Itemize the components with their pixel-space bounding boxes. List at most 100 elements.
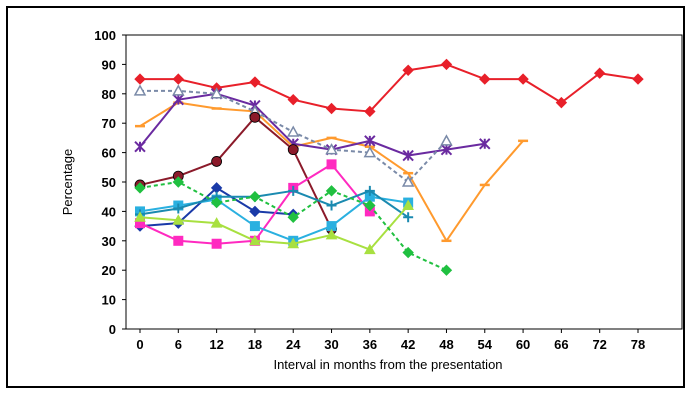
data-point: [632, 73, 644, 85]
data-point: [210, 217, 223, 228]
series-11: [134, 176, 453, 276]
data-point: [325, 143, 338, 155]
data-point: [326, 159, 337, 170]
data-point: [249, 111, 261, 123]
data-point: [325, 185, 338, 197]
series-line: [139, 92, 485, 157]
x-tick-label: 42: [401, 337, 415, 352]
data-point: [287, 237, 300, 249]
y-tick-label: 70: [102, 116, 116, 131]
data-point: [440, 143, 453, 156]
y-tick-label: 80: [102, 87, 116, 102]
data-point: [517, 73, 529, 85]
data-point: [172, 93, 185, 106]
data-point: [249, 76, 261, 88]
y-tick-label: 100: [94, 28, 116, 43]
data-point: [401, 175, 415, 187]
data-point: [210, 196, 223, 209]
data-point: [173, 203, 184, 214]
x-tick-label: 18: [248, 337, 262, 352]
y-tick-label: 60: [102, 146, 116, 161]
data-point: [210, 87, 223, 99]
data-point: [363, 243, 376, 255]
data-point: [402, 64, 414, 76]
x-tick-label: 72: [592, 337, 606, 352]
data-point: [134, 73, 146, 85]
y-tick-label: 90: [102, 57, 116, 72]
data-point: [134, 211, 146, 222]
y-axis-title: Percentage: [60, 149, 75, 216]
data-point: [172, 73, 185, 85]
data-point: [325, 228, 338, 240]
chart-frame: 0 10 20 30 40 50 60 70 80 90 100 0 6 12 18 24 30 36 42 48 5…: [6, 6, 685, 388]
data-point: [249, 190, 261, 203]
data-point: [479, 73, 491, 85]
series-line: [139, 116, 333, 230]
series-line: [140, 63, 639, 113]
data-point: [134, 182, 146, 194]
data-point: [593, 67, 606, 79]
plot-area: [125, 34, 683, 330]
y-tick-label: 50: [102, 175, 116, 190]
data-point: [172, 214, 185, 225]
series-10: [134, 199, 415, 255]
series-line: [139, 204, 409, 251]
data-point: [249, 234, 261, 246]
x-axis-title: Interval in months from the presentation: [273, 357, 502, 372]
x-tick-label: 60: [516, 337, 530, 352]
x-tick-label: 66: [554, 337, 568, 352]
y-tick-label: 10: [102, 293, 116, 308]
data-point: [364, 185, 375, 196]
series-line: [139, 195, 409, 242]
data-point: [249, 221, 260, 232]
data-point: [287, 144, 299, 156]
x-tick-label: 6: [175, 337, 182, 352]
data-point: [363, 146, 377, 158]
data-point: [402, 149, 414, 162]
data-point: [364, 199, 376, 212]
data-point: [133, 84, 147, 96]
data-point: [440, 134, 453, 146]
data-point: [403, 212, 414, 223]
x-tick-label: 12: [209, 337, 223, 352]
data-point: [440, 264, 453, 276]
data-point: [440, 58, 453, 71]
line-chart: 0 10 20 30 40 50 60 70 80 90 100 0 6 12 18 24 30 36 42 48 5…: [60, 28, 683, 372]
y-tick-label: 0: [109, 322, 116, 337]
series-4: [133, 84, 453, 187]
data-point: [172, 176, 185, 188]
data-point: [325, 102, 338, 115]
data-point: [211, 156, 223, 167]
x-tick-label: 0: [136, 337, 143, 352]
x-tick-label: 24: [286, 337, 301, 352]
data-point: [555, 96, 568, 109]
series-line: [139, 189, 409, 219]
y-tick-label: 20: [102, 263, 116, 278]
y-tick-label: 30: [102, 234, 116, 249]
x-tick-label: 48: [439, 337, 453, 352]
data-point: [364, 105, 376, 118]
data-point: [402, 199, 415, 211]
x-tick-label: 54: [478, 337, 493, 352]
data-point: [287, 93, 299, 106]
series-layer: [133, 58, 644, 276]
series-1: [134, 58, 644, 118]
data-point: [287, 211, 299, 223]
data-point: [364, 135, 376, 147]
data-point: [286, 125, 300, 137]
data-point: [326, 200, 337, 211]
data-point: [211, 238, 222, 249]
data-point: [249, 205, 261, 218]
x-axis-ticks: 0 6 12 18 24 30 36 42 48 54 60 66 72 78: [136, 329, 645, 352]
data-point: [173, 235, 184, 246]
data-point: [172, 84, 185, 96]
x-tick-label: 78: [631, 337, 645, 352]
x-tick-label: 30: [324, 337, 338, 352]
data-point: [402, 246, 414, 259]
y-tick-label: 40: [102, 204, 116, 219]
x-tick-label: 36: [363, 337, 377, 352]
data-point: [288, 185, 299, 196]
y-axis-ticks: 0 10 20 30 40 50 60 70 80 90 100: [94, 28, 126, 337]
data-point: [479, 138, 491, 150]
data-point: [134, 141, 146, 153]
